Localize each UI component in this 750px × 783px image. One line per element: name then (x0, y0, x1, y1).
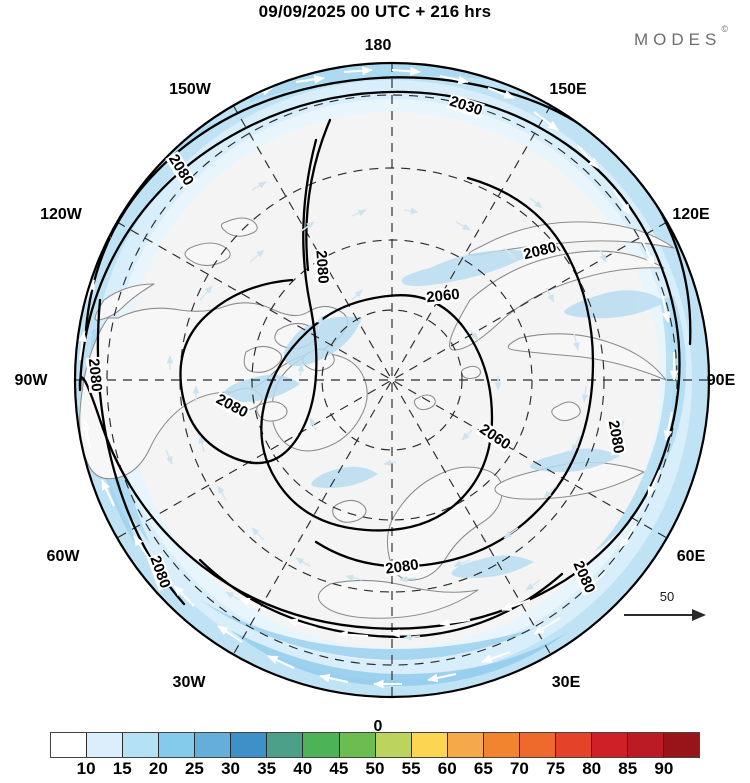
lon-label-150w: 150W (169, 81, 211, 98)
colorbar-tick: 90 (654, 759, 674, 778)
colorbar-tick: 45 (329, 759, 349, 778)
colorbar-cell (628, 733, 665, 757)
contour-label: 2060 (424, 285, 462, 307)
colorbar-tick: 65 (473, 759, 493, 778)
copyright-mark: © (721, 24, 728, 35)
colorbar-tick: 40 (293, 759, 313, 778)
lon-label-60w: 60W (46, 548, 80, 565)
colorbar-cell (267, 733, 304, 757)
reference-vector: 50 (612, 589, 722, 629)
graticule-meridians (75, 63, 709, 697)
polar-map[interactable]: 180 150W 120W 90W 60W 30W 0 30E 60E 90E 120E 150E 2… (0, 0, 750, 735)
colorbar-cell (87, 733, 124, 757)
colorbar: 10 15 20 25 30 35 40 45 50 55 60 65 70 75 80 85 90 (0, 726, 750, 782)
colorbar-cell (591, 733, 628, 757)
lon-label-150e: 150E (549, 81, 587, 98)
colorbar-cell (51, 733, 88, 757)
modes-logo: MODES© (634, 24, 728, 50)
colorbar-tick: 55 (401, 759, 421, 778)
lon-label-180: 180 (364, 37, 392, 54)
colorbar-tick: 30 (221, 759, 241, 778)
colorbar-cell (303, 733, 340, 757)
colorbar-tick: 15 (112, 759, 132, 778)
colorbar-tick: 20 (148, 759, 168, 778)
colorbar-tick: 80 (582, 759, 602, 778)
colorbar-tick: 85 (618, 759, 638, 778)
colorbar-tick: 75 (546, 759, 566, 778)
lon-label-30e: 30E (551, 674, 581, 691)
coastlines (79, 217, 675, 619)
colorbar-cell (447, 733, 484, 757)
colorbar-cell (339, 733, 376, 757)
reference-vector-arrow (624, 609, 706, 621)
modes-logo-text: MODES (634, 30, 722, 49)
colorbar-tick: 10 (76, 759, 96, 778)
colorbar-tick: 50 (365, 759, 385, 778)
colorbar-cell (195, 733, 232, 757)
colorbar-cell (411, 733, 448, 757)
lon-label-90e: 90E (706, 372, 736, 389)
page-title: 09/09/2025 00 UTC + 216 hrs (258, 2, 492, 21)
lon-label-120e: 120E (672, 206, 710, 223)
colorbar-cell (375, 733, 412, 757)
colorbar-tick: 25 (184, 759, 204, 778)
wind-vectors-south (239, 597, 531, 640)
colorbar-cells[interactable] (50, 732, 700, 758)
colorbar-tick: 60 (437, 759, 457, 778)
lon-label-60e: 60E (676, 548, 706, 565)
colorbar-cell (519, 733, 556, 757)
colorbar-tick: 70 (509, 759, 529, 778)
contour-label: 2080 (84, 356, 106, 394)
colorbar-cell (159, 733, 196, 757)
colorbar-cell (123, 733, 160, 757)
colorbar-cell (555, 733, 592, 757)
colorbar-cell (483, 733, 520, 757)
lon-label-30w: 30W (172, 674, 206, 691)
lon-label-0: 0 (373, 718, 383, 735)
contour-label: 2080 (312, 248, 332, 286)
lon-label-120w: 120W (40, 206, 82, 223)
colorbar-cell (664, 733, 700, 757)
colorbar-cell (231, 733, 268, 757)
lon-label-90w: 90W (14, 372, 48, 389)
globe-outline (73, 61, 711, 699)
wind-vectors-inner (165, 181, 625, 641)
reference-vector-label: 50 (659, 589, 675, 604)
colorbar-tick: 35 (257, 759, 277, 778)
colorbar-ticks: 10 15 20 25 30 35 40 45 50 55 60 65 70 75 80 85 90 (50, 759, 700, 783)
